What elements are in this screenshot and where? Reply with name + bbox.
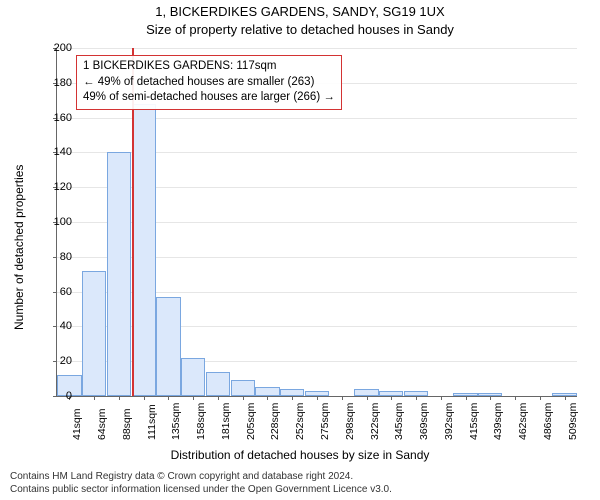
y-tick-label: 140 — [42, 146, 72, 158]
y-tick-label: 60 — [42, 286, 72, 298]
credits: Contains HM Land Registry data © Crown c… — [10, 470, 590, 496]
y-axis-label: Number of detached properties — [12, 165, 26, 330]
histogram-bar — [107, 152, 131, 396]
x-tick-mark — [218, 396, 219, 400]
x-tick-mark — [317, 396, 318, 400]
y-tick-label: 200 — [42, 42, 72, 54]
histogram-bar — [132, 104, 156, 396]
x-tick-mark — [144, 396, 145, 400]
chart-subtitle: Size of property relative to detached ho… — [0, 22, 600, 37]
x-tick-mark — [119, 396, 120, 400]
x-tick-mark — [292, 396, 293, 400]
x-tick-label: 252sqm — [294, 403, 306, 440]
info-line-1: 1 BICKERDIKES GARDENS: 117sqm — [83, 59, 335, 75]
info-box: 1 BICKERDIKES GARDENS: 117sqm ← 49% of d… — [76, 55, 342, 110]
y-tick-label: 180 — [42, 77, 72, 89]
x-tick-label: 64sqm — [96, 408, 108, 440]
x-tick-mark — [416, 396, 417, 400]
x-tick-mark — [243, 396, 244, 400]
y-tick-label: 80 — [42, 251, 72, 263]
histogram-bar — [82, 271, 106, 396]
page-title: 1, BICKERDIKES GARDENS, SANDY, SG19 1UX — [0, 4, 600, 19]
x-tick-label: 135sqm — [170, 403, 182, 440]
x-tick-label: 205sqm — [245, 403, 257, 440]
histogram-bar — [231, 380, 255, 396]
x-tick-mark — [515, 396, 516, 400]
y-tick-label: 100 — [42, 216, 72, 228]
x-tick-label: 298sqm — [344, 403, 356, 440]
histogram-bar — [156, 297, 180, 396]
y-tick-label: 120 — [42, 181, 72, 193]
x-tick-label: 181sqm — [220, 403, 232, 440]
histogram-bar — [280, 389, 304, 396]
info-line-3: 49% of semi-detached houses are larger (… — [83, 90, 335, 106]
y-tick-label: 20 — [42, 355, 72, 367]
info-line-2: ← 49% of detached houses are smaller (26… — [83, 75, 335, 91]
y-tick-label: 0 — [42, 390, 72, 402]
x-tick-mark — [94, 396, 95, 400]
histogram-bar — [255, 387, 279, 396]
credits-line-1: Contains HM Land Registry data © Crown c… — [10, 470, 590, 483]
credits-line-2: Contains public sector information licen… — [10, 483, 590, 496]
x-tick-mark — [441, 396, 442, 400]
histogram-bar — [206, 372, 230, 396]
x-axis-label: Distribution of detached houses by size … — [0, 448, 600, 462]
x-tick-label: 415sqm — [468, 403, 480, 440]
x-tick-label: 158sqm — [195, 403, 207, 440]
x-tick-label: 462sqm — [517, 403, 529, 440]
x-tick-mark — [168, 396, 169, 400]
x-tick-mark — [565, 396, 566, 400]
grid-line — [57, 48, 577, 49]
x-tick-label: 41sqm — [71, 408, 83, 440]
x-tick-mark — [466, 396, 467, 400]
x-tick-label: 111sqm — [146, 404, 158, 440]
histogram-bar — [354, 389, 378, 396]
histogram-bar — [181, 358, 205, 396]
x-tick-mark — [490, 396, 491, 400]
x-tick-mark — [267, 396, 268, 400]
x-tick-mark — [367, 396, 368, 400]
x-tick-label: 88sqm — [121, 408, 133, 440]
x-tick-label: 392sqm — [443, 403, 455, 440]
y-tick-label: 40 — [42, 320, 72, 332]
x-tick-mark — [342, 396, 343, 400]
x-tick-mark — [193, 396, 194, 400]
x-tick-mark — [391, 396, 392, 400]
x-tick-label: 369sqm — [418, 403, 430, 440]
x-tick-label: 228sqm — [269, 403, 281, 440]
x-tick-label: 439sqm — [492, 403, 504, 440]
x-tick-label: 345sqm — [393, 403, 405, 440]
x-tick-label: 322sqm — [369, 403, 381, 440]
x-tick-label: 275sqm — [319, 403, 331, 440]
y-tick-label: 160 — [42, 112, 72, 124]
x-tick-mark — [540, 396, 541, 400]
x-tick-label: 509sqm — [567, 403, 579, 440]
x-tick-label: 486sqm — [542, 403, 554, 440]
